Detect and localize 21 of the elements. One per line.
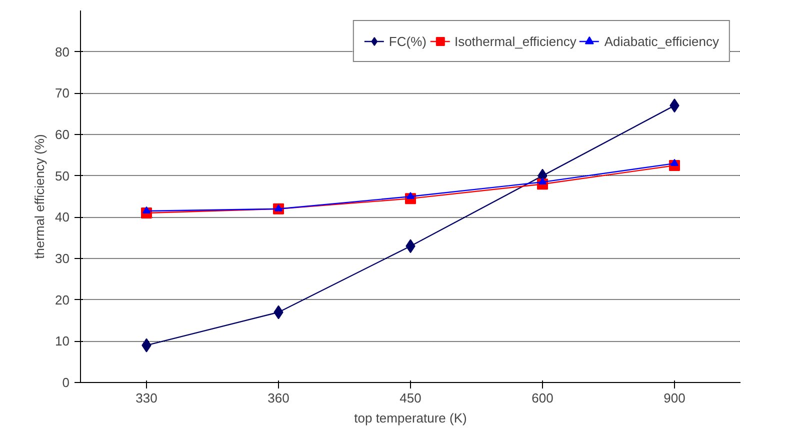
y-tick-label: 50	[55, 168, 70, 184]
y-tick-label: 10	[55, 334, 70, 349]
y-tick-label: 30	[55, 251, 70, 266]
x-tick-label: 900	[664, 390, 686, 406]
legend-label: Adiabatic_efficiency	[604, 34, 719, 48]
x-axis-title: top temperature (K)	[354, 410, 467, 426]
y-axis-title: thermal efficiency (%)	[32, 134, 48, 259]
point	[142, 206, 150, 214]
y-tick-label: 20	[55, 292, 70, 308]
y-tick-label: 40	[55, 210, 70, 225]
legend-label: FC(%)	[388, 34, 426, 48]
x-tick-label: 600	[532, 390, 554, 406]
x-tick-label: 450	[400, 390, 422, 406]
y-tick-label: 80	[55, 44, 70, 60]
x-tick-label: 360	[268, 390, 290, 406]
y-tick-label: 70	[55, 86, 70, 101]
y-tick-label: 60	[55, 127, 70, 142]
point	[670, 158, 678, 166]
x-tick-label: 330	[136, 390, 158, 406]
legend-label: Isothermal_efficiency	[454, 34, 576, 48]
y-tick-label: 0	[62, 375, 70, 390]
